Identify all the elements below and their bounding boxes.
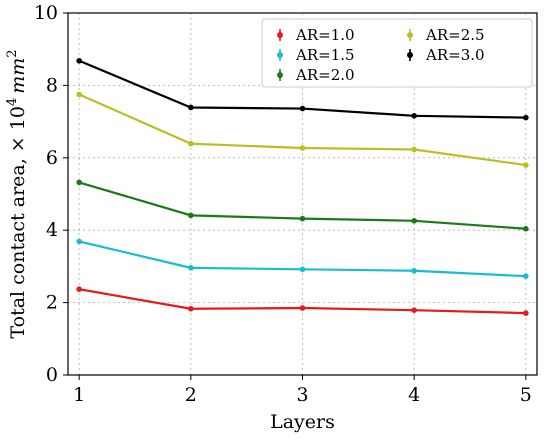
data-point <box>76 238 82 245</box>
y-axis-label-unit-exponent: 2 <box>5 49 20 57</box>
y-axis-label-main: Total contact area, × 10 <box>7 106 29 339</box>
data-point <box>188 104 194 111</box>
legend-item: AR=2.0 <box>277 66 355 84</box>
data-point <box>411 113 417 119</box>
data-point <box>523 162 529 168</box>
data-point <box>299 105 306 112</box>
legend-marker <box>407 32 413 38</box>
data-point <box>76 179 82 186</box>
legend-marker <box>277 32 283 38</box>
x-tick-label: 5 <box>520 384 532 406</box>
series-AR=1.5 <box>76 238 529 279</box>
legend-item: AR=1.5 <box>277 46 355 64</box>
legend: AR=1.0 AR=1.5 AR=2.0 AR=2.5 AR=3.0 <box>261 18 533 88</box>
series-layer <box>76 57 529 316</box>
x-tick-label: 3 <box>296 384 308 406</box>
legend-item: AR=1.0 <box>277 26 355 44</box>
y-axis-label-exponent: 4 <box>5 98 20 106</box>
y-tick-label: 0 <box>46 364 58 386</box>
data-point <box>299 145 306 151</box>
data-point <box>411 307 417 314</box>
legend-marker <box>407 52 413 58</box>
y-tick-label: 10 <box>34 2 58 24</box>
data-point <box>523 114 529 121</box>
data-point <box>188 140 194 147</box>
x-axis-label: Layers <box>270 411 335 433</box>
legend-label: AR=1.5 <box>295 46 355 64</box>
data-point <box>188 305 194 312</box>
y-tick-label: 4 <box>46 219 58 241</box>
data-point <box>76 57 82 64</box>
data-point <box>523 273 529 279</box>
y-tick-label: 6 <box>46 147 58 169</box>
series-AR=2.0 <box>76 179 529 232</box>
legend-item: AR=2.5 <box>407 26 485 44</box>
series-AR=2.5 <box>76 91 529 168</box>
legend-marker <box>277 72 283 78</box>
series-AR=3.0 <box>76 57 529 121</box>
legend-label: AR=2.0 <box>295 66 355 84</box>
data-point <box>299 215 306 222</box>
legend-marker <box>277 52 283 58</box>
legend-label: AR=3.0 <box>425 46 485 64</box>
data-point <box>411 146 417 153</box>
y-tick-label: 2 <box>46 292 58 314</box>
y-axis-label: Total contact area, × 104 mm2 <box>5 49 29 338</box>
data-point <box>523 225 529 232</box>
data-point <box>411 267 417 274</box>
data-point <box>299 305 306 311</box>
ticks: 1 2 3 4 5 0 2 4 6 8 10 <box>34 2 532 406</box>
x-tick-label: 2 <box>185 384 197 406</box>
data-point <box>299 266 306 273</box>
y-tick-label: 8 <box>46 74 58 96</box>
series-AR=1.0 <box>76 286 529 316</box>
data-point <box>411 217 417 224</box>
legend-box <box>261 18 533 88</box>
legend-label: AR=1.0 <box>295 26 355 44</box>
data-point <box>76 91 82 98</box>
legend-item: AR=3.0 <box>407 46 485 64</box>
y-axis-label-unit: mm <box>7 58 29 94</box>
data-point <box>188 212 194 219</box>
data-point <box>188 265 194 271</box>
x-tick-label: 4 <box>408 384 420 406</box>
data-point <box>76 286 82 293</box>
legend-label: AR=2.5 <box>425 26 485 44</box>
x-tick-label: 1 <box>73 384 85 406</box>
data-point <box>523 310 529 316</box>
